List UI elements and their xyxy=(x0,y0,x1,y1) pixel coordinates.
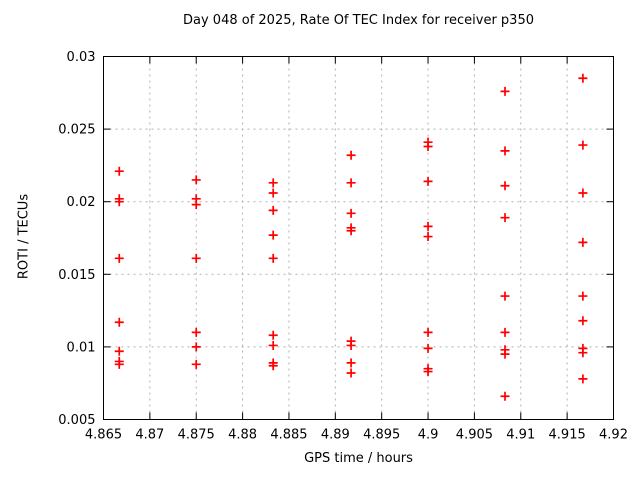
data-point-marker xyxy=(500,213,510,223)
data-point-marker xyxy=(500,181,510,191)
y-tick-label: 0.005 xyxy=(58,413,95,428)
data-point-marker xyxy=(578,237,588,247)
x-tick-label: 4.915 xyxy=(549,428,586,443)
data-point-marker xyxy=(268,230,278,240)
data-point-marker xyxy=(423,232,433,242)
data-point-marker xyxy=(423,327,433,337)
data-point-marker xyxy=(578,291,588,301)
data-point-marker xyxy=(500,391,510,401)
data-point-marker xyxy=(268,330,278,340)
y-tick-label: 0.02 xyxy=(67,195,96,210)
data-point-marker xyxy=(114,253,124,263)
data-point-marker xyxy=(268,188,278,198)
x-tick-label: 4.905 xyxy=(456,428,493,443)
data-point-marker xyxy=(268,361,278,371)
data-point-marker xyxy=(114,317,124,327)
data-point-marker xyxy=(578,374,588,384)
data-point-marker xyxy=(191,359,201,369)
data-point-marker xyxy=(191,342,201,352)
x-axis-label: GPS time / hours xyxy=(304,451,413,466)
data-point-marker xyxy=(423,176,433,186)
plot-border xyxy=(103,56,614,420)
x-tick-label: 4.87 xyxy=(135,428,164,443)
y-tick-label: 0.015 xyxy=(58,268,95,283)
y-tick-label: 0.03 xyxy=(67,50,96,65)
data-point-marker xyxy=(500,327,510,337)
data-point-marker xyxy=(114,359,124,369)
data-point-marker xyxy=(346,208,356,218)
x-tick-label: 4.88 xyxy=(228,428,257,443)
data-point-marker xyxy=(346,150,356,160)
data-point-marker xyxy=(578,348,588,358)
x-tick-label: 4.9 xyxy=(418,428,439,443)
data-point-marker xyxy=(191,175,201,185)
x-tick-label: 4.875 xyxy=(178,428,215,443)
x-tick-label: 4.885 xyxy=(270,428,307,443)
data-point-marker xyxy=(346,226,356,236)
data-point-marker xyxy=(268,178,278,188)
data-point-marker xyxy=(346,358,356,368)
data-point-marker xyxy=(578,140,588,150)
data-point-marker xyxy=(346,340,356,350)
y-tick-label: 0.025 xyxy=(58,123,95,138)
data-point-marker xyxy=(423,367,433,377)
data-point-marker xyxy=(114,166,124,176)
data-point-marker xyxy=(500,349,510,359)
data-point-marker xyxy=(500,146,510,156)
data-point-marker xyxy=(578,188,588,198)
data-point-marker xyxy=(191,327,201,337)
data-point-marker xyxy=(268,253,278,263)
data-point-marker xyxy=(191,253,201,263)
x-tick-label: 4.865 xyxy=(85,428,122,443)
chart-title: Day 048 of 2025, Rate Of TEC Index for r… xyxy=(183,13,534,28)
data-point-marker xyxy=(578,316,588,326)
data-point-marker xyxy=(268,205,278,215)
data-point-marker xyxy=(114,346,124,356)
data-point-marker xyxy=(114,197,124,207)
x-tick-label: 4.895 xyxy=(363,428,400,443)
data-point-marker xyxy=(500,86,510,96)
data-point-marker xyxy=(578,73,588,83)
x-tick-label: 4.91 xyxy=(506,428,535,443)
data-point-marker xyxy=(191,200,201,210)
data-point-marker xyxy=(346,178,356,188)
data-point-marker xyxy=(346,368,356,378)
x-tick-label: 4.92 xyxy=(599,428,628,443)
x-tick-label: 4.89 xyxy=(321,428,350,443)
data-point-marker xyxy=(500,291,510,301)
y-tick-label: 0.01 xyxy=(67,340,96,355)
data-point-marker xyxy=(423,221,433,231)
data-point-marker xyxy=(423,142,433,152)
data-point-marker xyxy=(268,340,278,350)
data-point-marker xyxy=(423,343,433,353)
